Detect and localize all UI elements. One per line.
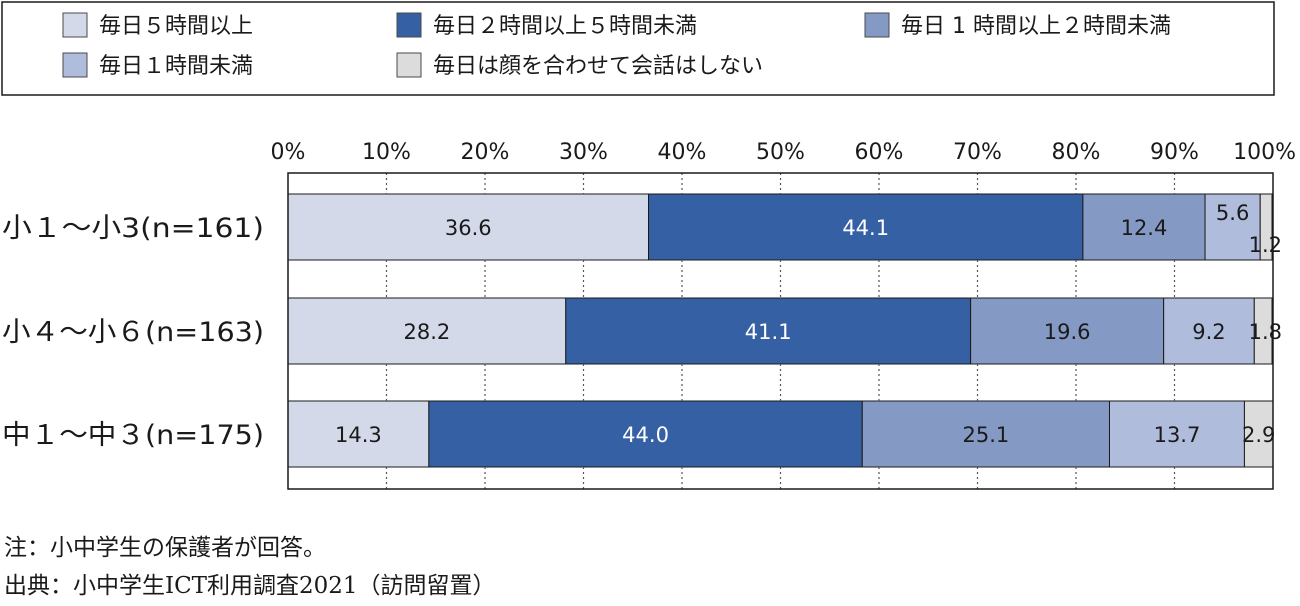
footnote: 注：小中学生の保護者が回答。 [4,535,326,561]
legend-swatch [396,52,422,78]
x-tick-label: 50% [756,140,805,165]
x-tick-label: 80% [1052,140,1101,165]
bar-segment [428,400,863,468]
x-tick-label: 90% [1150,140,1199,165]
legend-swatch [396,12,422,38]
legend-label: 毎日２時間以上５時間未満 [433,14,697,39]
x-tick-label: 100% [1233,140,1296,165]
category-label: 小４～小６(n=163) [2,317,264,348]
data-label: 1.8 [1249,320,1282,344]
legend-box [1,1,1275,96]
gridlines [385,173,1176,489]
data-label: 28.2 [404,320,451,344]
bar-segment [1163,297,1255,365]
data-label: 19.6 [1044,320,1091,344]
x-tick-label: 70% [953,140,1002,165]
legend: 毎日５時間以上 毎日２時間以上５時間未満 毎日 1 時間以上２時間未満毎日１時間未満… [62,12,1171,79]
data-label: 44.1 [842,216,889,240]
bar-segment [1259,193,1273,261]
data-label: 36.6 [445,216,492,240]
data-label: 13.7 [1154,423,1201,447]
category-labels: 小１～小3(n=161) 小４～小６(n=163) 中１～中３(n=175) [2,213,264,451]
x-tick-label: 60% [855,140,904,165]
data-label: 9.2 [1192,320,1225,344]
data-label: 12.4 [1121,216,1168,240]
bar-segment [565,297,972,365]
bar-segment [1243,400,1274,468]
data-label: 41.1 [745,320,792,344]
bar-segment [648,193,1084,261]
category-label: 小１～小3(n=161) [2,213,264,244]
bar-segment [1108,400,1245,468]
data-label: 25.1 [962,423,1009,447]
bar-segment [1204,193,1261,261]
bar-segment [1253,297,1273,365]
x-tick-label: 10% [362,140,411,165]
bar-segment [1082,193,1206,261]
legend-label: 毎日は顔を合わせて会話はしない [433,54,763,79]
data-label: 14.3 [335,423,382,447]
bar-segment [970,297,1165,365]
bar-segment [287,193,650,261]
x-tick-label: 40% [658,140,707,165]
x-tick-label: 0% [271,140,306,165]
x-tick-label: 20% [461,140,510,165]
plot-frame [287,172,1274,490]
bar-segment [287,297,567,365]
legend-swatch [864,12,890,38]
data-label: 5.6 [1216,201,1249,225]
legend-swatch [62,12,88,38]
data-label: 1.2 [1249,233,1282,257]
bar-segment [861,400,1110,468]
category-label: 中１～中３(n=175) [2,420,264,451]
data-labels: 36.6 44.1 12.4 5.61.2 28.2 41.1 19.6 9.2 1.8 14.3… [335,201,1282,447]
stacked-bar-chart: 毎日５時間以上 毎日２時間以上５時間未満 毎日 1 時間以上２時間未満毎日１時間未満… [1,1,1296,490]
legend-label: 毎日１時間未満 [99,54,253,79]
x-tick-label: 30% [559,140,608,165]
legend-label: 毎日 1 時間以上２時間未満 [901,14,1171,39]
data-label: 44.0 [622,423,669,447]
legend-swatch [62,52,88,78]
x-axis-tick-labels: 0% 10% 20% 30% 40% 50% 60% 70% 80% 90% 100% [271,140,1296,165]
legend-label: 毎日５時間以上 [99,14,253,39]
source-note: 出典：小中学生ICT利用調査2021（訪問留置） [4,573,496,599]
bars [287,193,1274,468]
data-label: 2.9 [1242,423,1275,447]
